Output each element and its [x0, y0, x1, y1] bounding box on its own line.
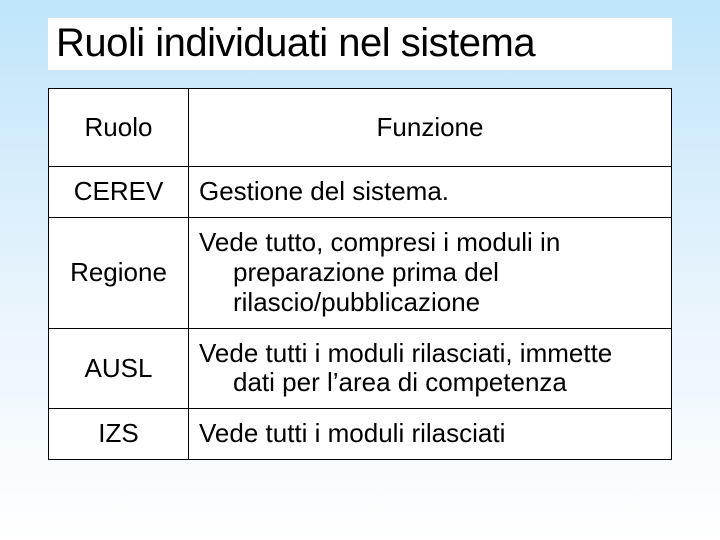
col-header-role: Ruolo — [49, 89, 189, 167]
table-row: IZS Vede tutti i moduli rilasciati — [49, 409, 672, 460]
table-header-row: Ruolo Funzione — [49, 89, 672, 167]
cell-func: Gestione del sistema. — [189, 167, 672, 218]
table-row: AUSL Vede tutti i moduli rilasciati, imm… — [49, 328, 672, 409]
cell-func: Vede tutto, compresi i moduli inpreparaz… — [189, 217, 672, 328]
roles-table: Ruolo Funzione CEREV Gestione del sistem… — [48, 88, 672, 460]
cell-role: IZS — [49, 409, 189, 460]
table-row: CEREV Gestione del sistema. — [49, 167, 672, 218]
page-title: Ruoli individuati nel sistema — [56, 22, 664, 64]
cell-func: Vede tutti i moduli rilasciati, immetted… — [189, 328, 672, 409]
cell-role: Regione — [49, 217, 189, 328]
table-row: Regione Vede tutto, compresi i moduli in… — [49, 217, 672, 328]
cell-func: Vede tutti i moduli rilasciati — [189, 409, 672, 460]
cell-role: CEREV — [49, 167, 189, 218]
title-container: Ruoli individuati nel sistema — [48, 18, 672, 70]
cell-role: AUSL — [49, 328, 189, 409]
slide: Ruoli individuati nel sistema Ruolo Funz… — [0, 0, 720, 540]
col-header-func: Funzione — [189, 89, 672, 167]
